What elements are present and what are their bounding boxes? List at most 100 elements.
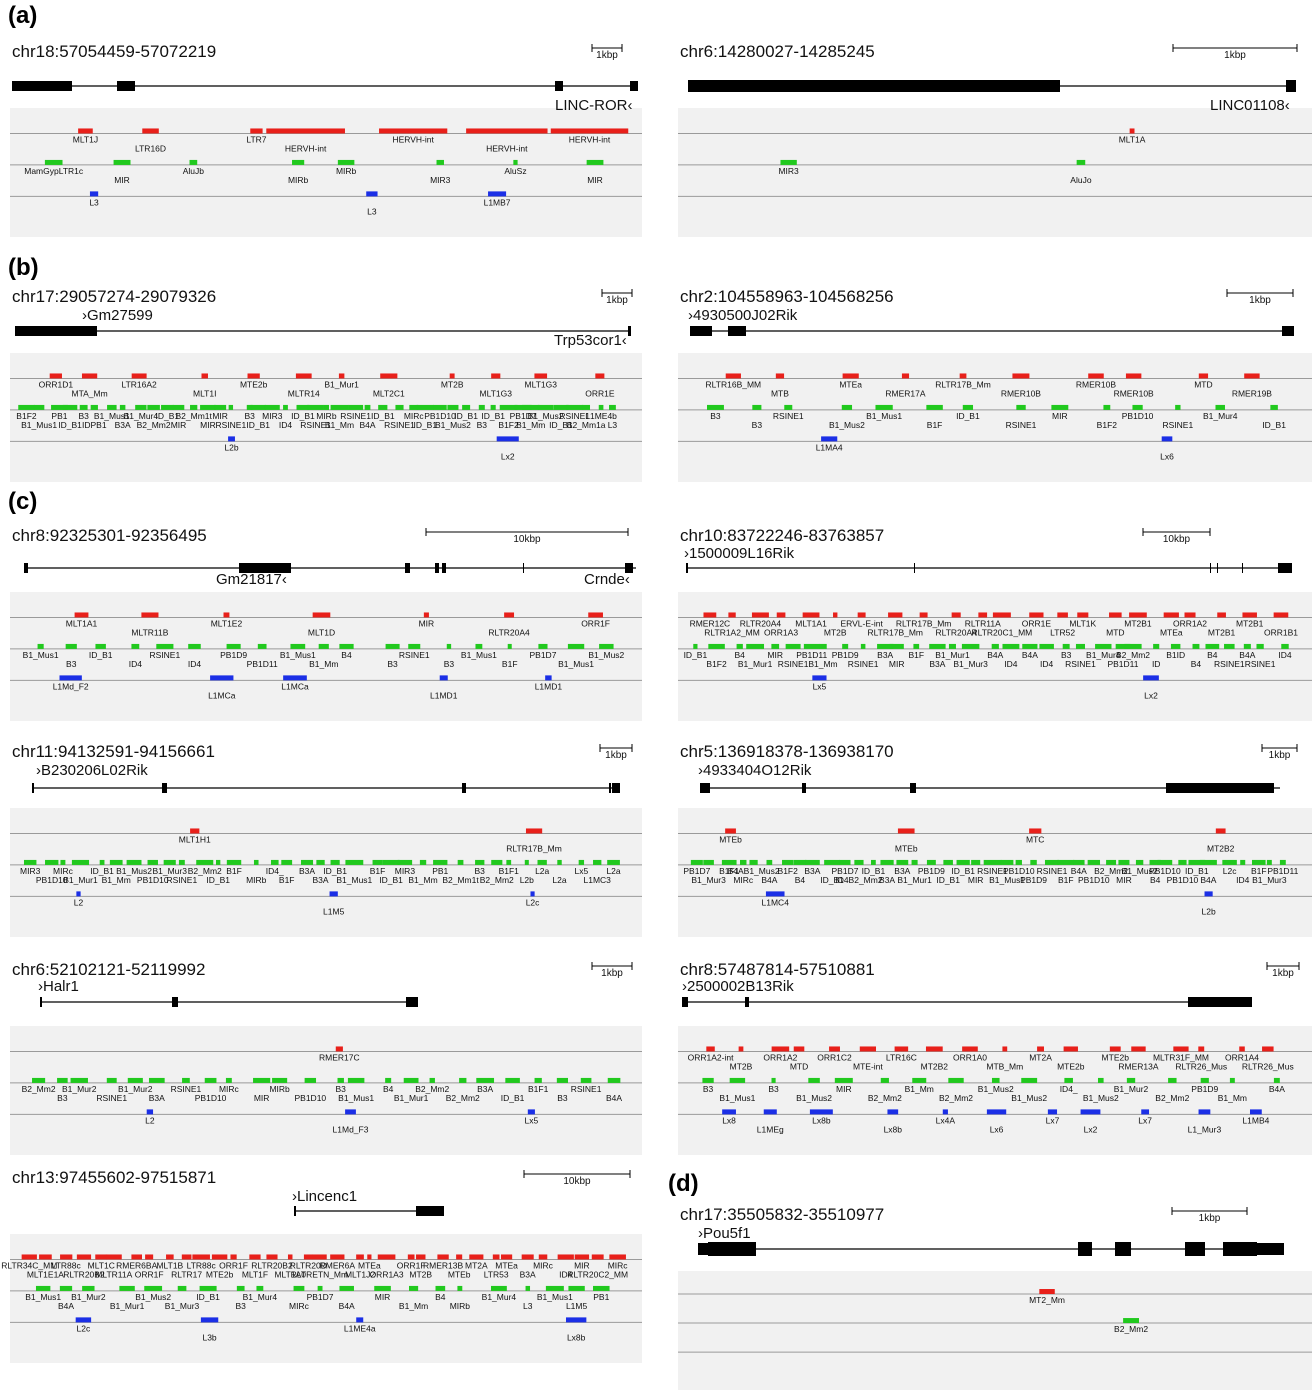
repeat-element-ltr xyxy=(416,1254,426,1260)
repeat-element-sine xyxy=(693,643,698,649)
repeat-element-sine xyxy=(1132,404,1143,410)
repeat-element-sine xyxy=(578,859,585,865)
repeat-label: L2a xyxy=(552,875,566,885)
repeat-element-sine xyxy=(214,404,227,410)
repeat-label: PB1D9 xyxy=(1020,875,1047,885)
repeat-label: ID4 xyxy=(129,659,143,669)
repeat-label: HERVH-int xyxy=(486,143,528,153)
repeat-element-sine xyxy=(1087,859,1101,865)
scale-bar-label: 1kbp xyxy=(596,50,618,61)
gene-name-label: ›2500002B13Rik xyxy=(682,978,794,995)
repeat-label: B4 xyxy=(735,650,746,660)
genome-browser-panel: chr6:52102121-52119992 1kbp RMER17C B2_Mm2 B… xyxy=(10,960,642,1155)
repeat-element-sine xyxy=(926,404,943,410)
repeat-label: B4 xyxy=(1207,650,1218,660)
repeat-label: MIR xyxy=(1052,411,1068,421)
repeat-label: ID_B1 xyxy=(246,420,270,430)
repeat-label: PB1D11 xyxy=(1107,659,1138,669)
repeat-row-line: L1Md_F2 L1MCa L1MCa L1MD1 L1MD1 xyxy=(10,675,642,700)
repeat-element-sine xyxy=(1243,643,1251,649)
repeat-element-sine xyxy=(99,859,105,865)
repeat-element-sine xyxy=(1118,859,1130,865)
repeat-element-sine xyxy=(45,859,59,865)
scale-bar-label: 1kbp xyxy=(1224,50,1246,61)
repeat-element-sine xyxy=(429,1077,435,1083)
repeat-element-sine xyxy=(499,404,518,410)
repeat-element-sine xyxy=(228,404,234,410)
repeat-element-line xyxy=(1047,1109,1058,1115)
repeat-label: RMER10B xyxy=(1076,379,1116,389)
repeat-element-sine xyxy=(1222,859,1237,865)
repeat-label: ID_B1 xyxy=(951,866,975,876)
repeat-element-sine xyxy=(593,1285,610,1291)
repeat-element-sine xyxy=(538,643,548,649)
repeat-element-sine xyxy=(296,404,310,410)
repeat-label: B1_Mus2 xyxy=(1011,1093,1047,1103)
exon-block xyxy=(435,563,439,573)
repeat-element-line xyxy=(812,675,827,681)
repeat-row-ltr: RLTR16B_MM MTB MTEa RMER17A RLTR17B_Mm RMER10… xyxy=(678,373,1312,398)
repeat-element-sine xyxy=(433,859,448,865)
repeat-element-sine xyxy=(525,1285,531,1291)
repeat-label: B1_Mus2 xyxy=(116,866,152,876)
gene-name-label: ›Halr1 xyxy=(38,978,79,995)
repeat-label: B1F2 xyxy=(706,659,727,669)
repeat-label: L3 xyxy=(523,1301,533,1311)
repeat-element-ltr xyxy=(437,1254,449,1260)
repeat-element-sine xyxy=(961,643,980,649)
repeat-label: B1_Mm xyxy=(325,420,354,430)
repeat-element-sine xyxy=(382,859,400,865)
exon-block xyxy=(625,563,633,573)
exon-block xyxy=(612,783,620,793)
repeat-row-line: L2 L1Md_F3 Lx5 xyxy=(10,1109,642,1134)
repeat-label: B2_Mm2 xyxy=(1114,1324,1148,1334)
repeat-element-sine xyxy=(860,643,866,649)
repeat-label: B3A xyxy=(879,875,895,885)
repeat-label: B1_Mus1 xyxy=(25,1292,61,1302)
repeat-label: B2_Mm2 xyxy=(1094,866,1128,876)
repeat-element-sine xyxy=(736,643,743,649)
repeat-element-sine xyxy=(771,1077,776,1083)
repeat-label: PB1D10 xyxy=(424,411,456,421)
panel-label: (d) xyxy=(668,1170,699,1197)
repeat-label: ID4B2_Mm2 xyxy=(835,875,883,885)
repeat-element-ltr xyxy=(1273,612,1289,618)
scale-bar: 1kbp xyxy=(591,44,623,61)
repeat-element-sine xyxy=(926,859,936,865)
repeat-row-ltr: MLT1J LTR16D LTR7 HERVH-int HERVH-int HERVH-i… xyxy=(10,128,642,153)
repeat-element-line xyxy=(488,191,507,197)
repeat-label: RSINE1 xyxy=(96,1093,127,1103)
genome-browser-panel: chr17:29057274-29079326 1kbp ORR1D1 MTA_Mm L… xyxy=(10,287,642,482)
repeat-element-sine xyxy=(746,643,765,649)
repeat-element-line xyxy=(722,1109,736,1115)
repeat-element-line xyxy=(366,191,378,197)
repeat-element-sine xyxy=(1126,1077,1136,1083)
genome-browser-panel: chr5:136918378-136938170 1kbp MTEb MTEb MTC M… xyxy=(678,742,1312,937)
scale-bar: 1kbp xyxy=(591,962,633,979)
track-svg: 1kbpMTEbMTEbMTCMT2B2PB1D7B1_Mur3B1F1MIRc… xyxy=(678,744,1312,937)
repeat-label: MIRc xyxy=(533,1260,554,1270)
repeat-label: ORR1A3 xyxy=(764,627,798,637)
repeat-label: ORR1A2-int xyxy=(688,1052,734,1062)
repeat-label: MT2B xyxy=(441,379,464,389)
repeat-element-sine xyxy=(225,1077,232,1083)
exon-block xyxy=(24,563,28,573)
repeat-label: B1_Mus1 xyxy=(537,1292,573,1302)
repeat-label: B3 xyxy=(444,659,455,669)
repeat-element-sine xyxy=(433,404,447,410)
repeat-label: RSINE1 xyxy=(571,1084,602,1094)
repeat-label: B2_Mm2 xyxy=(22,1084,56,1094)
repeat-row-sine: B1_Mus1B4AB1_Mur2B1_Mur1B1_Mus2B1_Mur3ID… xyxy=(10,1285,642,1311)
repeat-element-sine xyxy=(1135,859,1144,865)
repeat-element-sine xyxy=(505,1077,520,1083)
repeat-label: RLTR20D xyxy=(290,1260,327,1270)
repeat-element-sine xyxy=(256,1285,264,1291)
repeat-element-sine xyxy=(1106,859,1117,865)
repeat-label: B4 xyxy=(795,875,806,885)
repeat-element-sine xyxy=(854,859,864,865)
repeat-label: RSINE1 xyxy=(171,1084,202,1094)
repeat-label: PB1D9 xyxy=(220,650,247,660)
repeat-label: RSINE1 xyxy=(1245,659,1276,669)
repeat-element-line xyxy=(942,1109,948,1115)
